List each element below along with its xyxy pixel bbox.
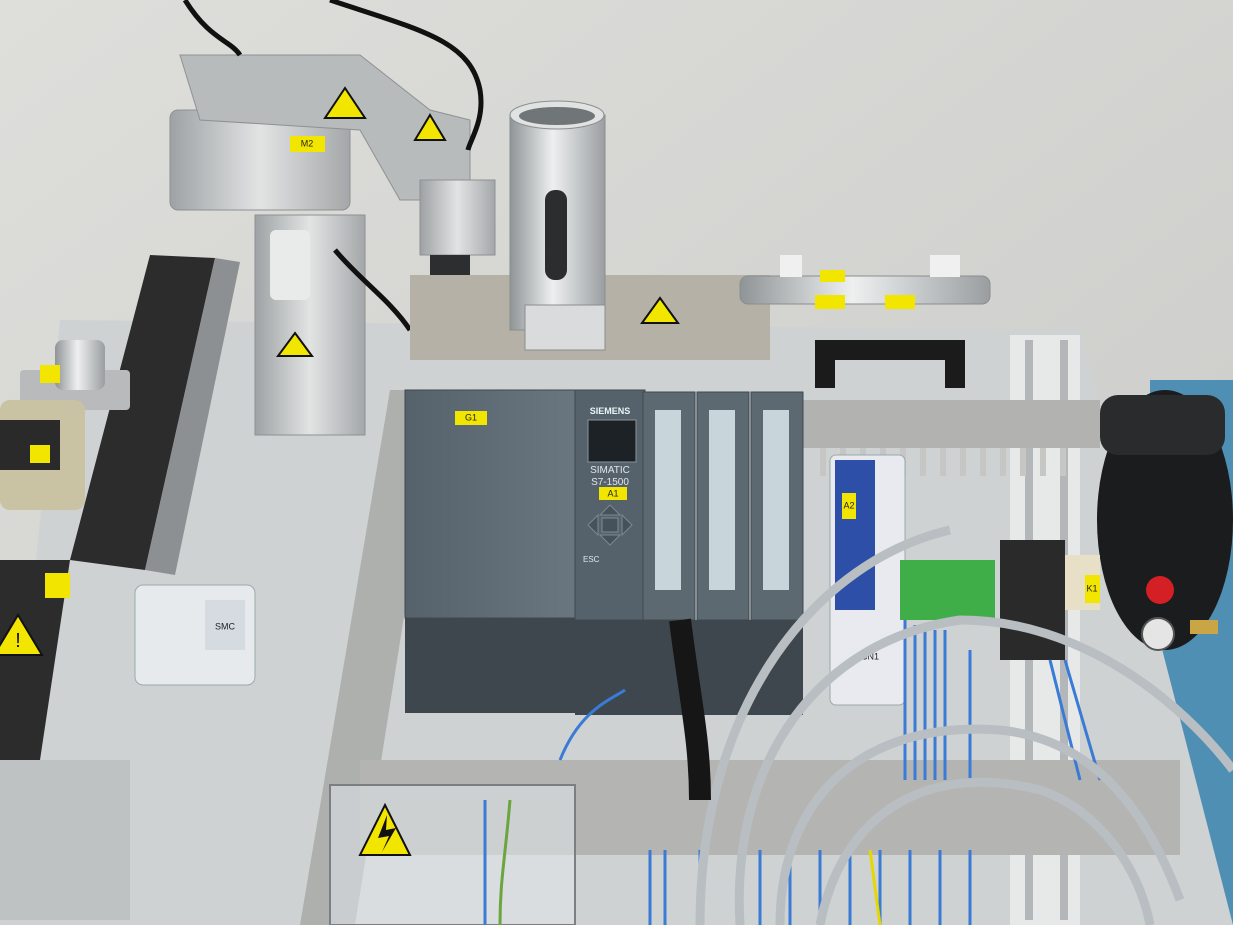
svg-text:!: ! [15, 630, 21, 652]
lift-unit: M2 [169, 54, 496, 436]
plc-io-modules [642, 391, 804, 715]
label-g1: G1 [465, 412, 477, 422]
conveyor-left [0, 255, 240, 920]
plc-model-line1: SIMATIC [590, 465, 630, 476]
plc-model-line2: S7-1500 [591, 477, 629, 488]
sensor-group-left [0, 340, 130, 598]
black-cables-top [182, 0, 484, 332]
label-a1: A1 [607, 488, 618, 498]
plc-cpu: SIEMENS SIMATIC S7-1500 A1 ESC [574, 389, 646, 715]
yellow-wire [868, 849, 882, 925]
feed-tube [410, 100, 770, 360]
esc-key-label: ESC [583, 555, 600, 564]
blue-wires [558, 620, 1102, 925]
pneumatic-cylinder [739, 255, 991, 388]
smc-valve: SMC [134, 584, 256, 686]
transparent-cover [329, 784, 576, 925]
warning-sign-left: ! [0, 613, 44, 656]
plc-brand: SIEMENS [590, 406, 631, 416]
terminal-blocks: K1 [900, 540, 1100, 660]
plc-power-supply: G1 [404, 389, 581, 713]
label-a2: A2 [843, 500, 854, 510]
corrugated-hose [669, 618, 711, 801]
cpu-keypad [587, 504, 633, 546]
grey-cables [695, 525, 1233, 925]
label-m2: M2 [301, 138, 314, 148]
label-k1: K1 [1086, 583, 1097, 593]
label-cn1: CN1 [861, 651, 879, 661]
valve-brand: SMC [215, 621, 236, 631]
compressor [1097, 390, 1233, 651]
